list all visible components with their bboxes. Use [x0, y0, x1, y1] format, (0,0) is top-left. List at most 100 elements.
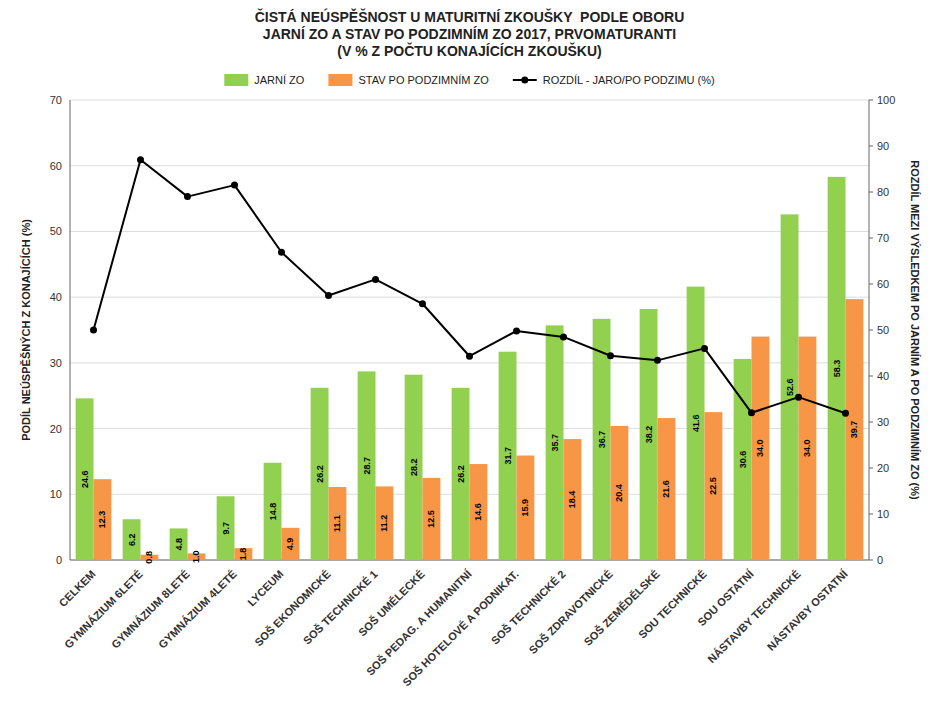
y2-tick-label: 70 — [877, 232, 889, 244]
data-label: 11.1 — [332, 515, 342, 532]
grid-line — [70, 297, 869, 298]
bar — [781, 214, 799, 560]
title-line: ČISTÁ NEÚSPĚŠNOST U MATURITNÍ ZKOUŠKY PO… — [255, 8, 685, 25]
bar — [76, 398, 94, 560]
bar — [423, 478, 441, 560]
y2-tick-label: 40 — [877, 370, 889, 382]
y2-tick — [869, 100, 873, 101]
y2-tick-label: 20 — [877, 462, 889, 474]
y2-tick — [869, 192, 873, 193]
data-label: 4.8 — [174, 538, 184, 551]
x-tick-label: CELKEM — [56, 568, 97, 609]
line-marker — [90, 327, 97, 334]
bar — [329, 487, 347, 560]
bar — [358, 371, 376, 560]
bar — [405, 375, 423, 560]
legend-label: ROZDÍL - JARO/PO PODZIMU (%) — [543, 74, 715, 86]
y2-axis-label: ROZDÍL MEZI VÝSLEDKEM PO JARNÍM A PO POD… — [909, 160, 921, 500]
data-label: 39.7 — [849, 421, 859, 439]
y2-tick-label: 60 — [877, 278, 889, 290]
line-marker — [795, 394, 802, 401]
data-label: 0.8 — [144, 551, 154, 564]
data-label: 31.7 — [503, 447, 513, 465]
bar — [564, 439, 582, 560]
x-tick-label: SOŠ ZDRAVOTNICKÉ — [526, 568, 614, 656]
data-label: 11.2 — [379, 515, 389, 532]
data-labels: 24.66.24.89.714.826.228.728.226.231.735.… — [80, 360, 860, 564]
line-marker — [701, 345, 708, 352]
y-tick-label: 30 — [50, 357, 62, 369]
data-label: 26.2 — [456, 465, 466, 483]
legend-swatch — [328, 74, 352, 86]
y2-axis-line — [869, 100, 870, 560]
bar — [517, 456, 535, 560]
y-tick-label: 60 — [50, 160, 62, 172]
data-label: 34.0 — [755, 440, 765, 458]
legend-swatch — [224, 74, 248, 86]
bar — [546, 325, 564, 560]
data-label: 41.6 — [691, 415, 701, 433]
y2-tick-label: 10 — [877, 508, 889, 520]
bar — [376, 486, 394, 560]
y-axis-label: PODÍL NEÚSPĚŠNÝCH Z KONAJÍCÍCH (%) — [20, 219, 32, 441]
legend-marker — [521, 77, 528, 84]
data-label: 22.5 — [708, 477, 718, 495]
bar — [499, 352, 517, 560]
x-tick-label: NÁSTAVBY OSTATNÍ — [765, 567, 851, 653]
legend: JARNÍ ZOSTAV PO PODZIMNÍM ZOROZDÍL - JAR… — [224, 74, 714, 86]
line-marker — [184, 193, 191, 200]
title: ČISTÁ NEÚSPĚŠNOST U MATURITNÍ ZKOUŠKY PO… — [255, 8, 685, 59]
legend-item: STAV PO PODZIMNÍM ZO — [328, 74, 489, 86]
y2-tick — [869, 560, 873, 561]
bar — [235, 548, 253, 560]
y-tick-label: 40 — [50, 291, 62, 303]
y2-tick — [869, 238, 873, 239]
data-label: 14.6 — [473, 503, 483, 521]
bar — [282, 528, 300, 560]
bar — [799, 337, 817, 560]
grid-line — [70, 231, 869, 232]
line-marker — [513, 327, 520, 334]
y-tick-label: 70 — [50, 94, 62, 106]
y2-tick — [869, 376, 873, 377]
x-tick-label: GYMNÁZIUM 6LETÉ — [62, 568, 145, 651]
y-tick-label: 50 — [50, 225, 62, 237]
line-marker — [466, 353, 473, 360]
data-label: 28.7 — [362, 457, 372, 475]
line-marker — [278, 249, 285, 256]
data-label: 12.3 — [97, 511, 107, 529]
data-label: 18.4 — [567, 491, 577, 509]
bar — [264, 463, 282, 560]
data-label: 9.7 — [221, 522, 231, 535]
x-tick-label: GYMNÁZIUM 8LETÉ — [109, 568, 192, 651]
x-tick-label: SOŠ EKONOMICKÉ — [252, 568, 333, 649]
y2-tick — [869, 284, 873, 285]
data-label: 26.2 — [315, 465, 325, 483]
data-label: 20.4 — [614, 484, 624, 502]
data-label: 6.2 — [127, 533, 137, 546]
x-tick-label: SOU TECHNICKÉ — [636, 568, 709, 641]
y2-tick — [869, 146, 873, 147]
line-marker — [748, 409, 755, 416]
grid-line — [70, 100, 869, 101]
y2-tick-label: 80 — [877, 186, 889, 198]
x-tick-label: LYCEUM — [245, 568, 286, 609]
marks — [76, 156, 864, 560]
line-marker — [607, 352, 614, 359]
y2-tick — [869, 422, 873, 423]
data-label: 58.3 — [832, 360, 842, 378]
bar — [687, 287, 705, 560]
line-marker — [560, 333, 567, 340]
legend-label: STAV PO PODZIMNÍM ZO — [358, 74, 489, 86]
y2-tick-label: 100 — [877, 94, 895, 106]
line-marker — [137, 156, 144, 163]
bar — [846, 299, 864, 560]
data-label: 15.9 — [520, 499, 530, 517]
bar — [658, 418, 676, 560]
chart: ČISTÁ NEÚSPĚŠNOST U MATURITNÍ ZKOUŠKY PO… — [0, 0, 939, 714]
title-line: JARNÍ ZO A STAV PO PODZIMNÍM ZO 2017, PR… — [263, 26, 676, 42]
data-label: 14.8 — [268, 503, 278, 521]
x-tick-label: SOŠ ZEMĚDĚLSKÉ — [582, 568, 662, 648]
bar — [311, 388, 329, 560]
grid-line — [70, 165, 869, 166]
